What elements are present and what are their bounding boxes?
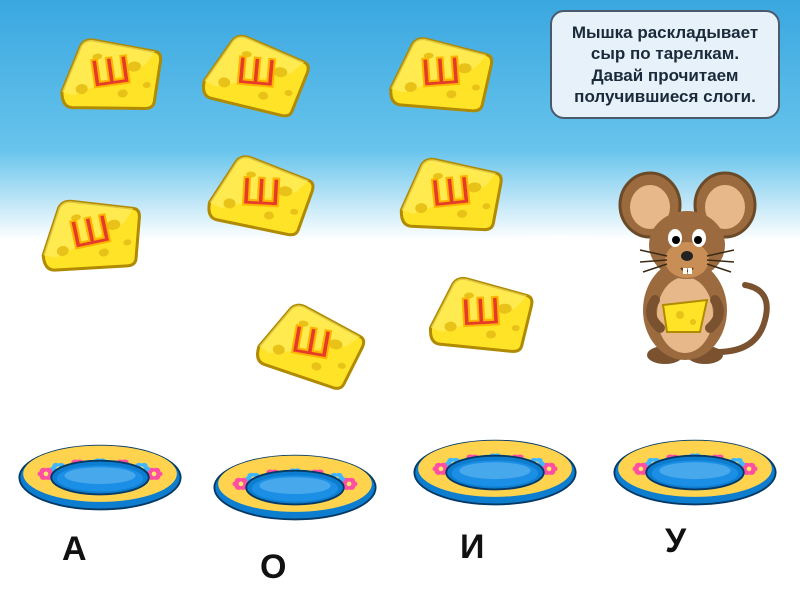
cheese-letter: Ш <box>288 317 333 368</box>
plate[interactable] <box>205 450 385 525</box>
cheese-letter: Ш <box>88 48 132 98</box>
cheese-piece[interactable]: Ш <box>243 290 377 399</box>
cheese-piece[interactable]: Ш <box>44 22 175 128</box>
plate-vowel-label: У <box>665 522 686 561</box>
plate-vowel-label: А <box>62 530 87 569</box>
cheese-letter: Ш <box>240 169 281 216</box>
cheese-piece[interactable]: Ш <box>191 25 318 125</box>
plate-vowel-label: И <box>460 528 484 567</box>
cheese-letter: Ш <box>419 49 460 97</box>
plate[interactable] <box>10 440 190 515</box>
mouse-character <box>605 150 775 370</box>
cheese-letter: Ш <box>428 168 471 217</box>
plate[interactable] <box>405 435 585 510</box>
plate[interactable] <box>605 435 785 510</box>
cheese-letter: Ш <box>460 289 501 336</box>
cheese-piece[interactable]: Ш <box>377 26 503 124</box>
plate-vowel-label: О <box>260 548 286 587</box>
speech-text: Мышка раскладывает сыр по тарелкам. Дава… <box>572 23 758 106</box>
cheese-piece[interactable]: Ш <box>418 267 543 363</box>
cheese-letter: Ш <box>234 49 276 97</box>
speech-bubble: Мышка раскладывает сыр по тарелкам. Дава… <box>550 10 780 119</box>
cheese-piece[interactable]: Ш <box>386 144 515 246</box>
cheese-piece[interactable]: Ш <box>198 147 323 243</box>
